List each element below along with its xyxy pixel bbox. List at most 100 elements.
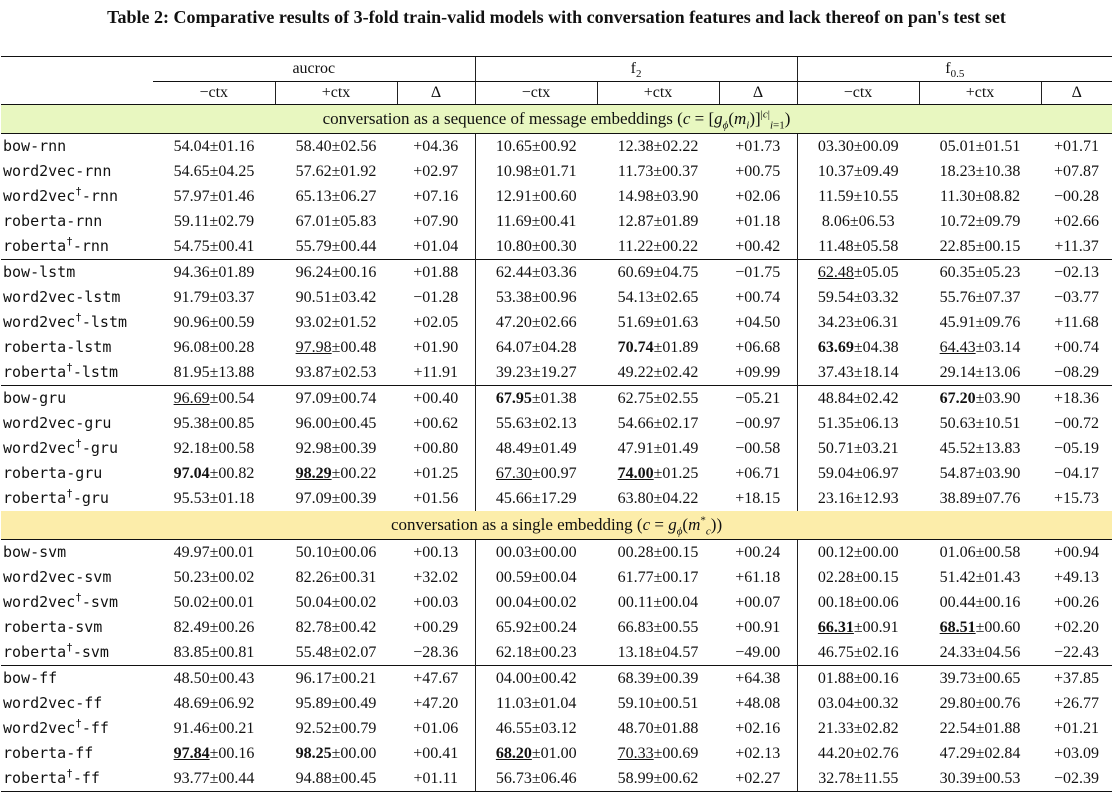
metric-cell: 54.75±00.41 [173, 238, 255, 255]
metric-cell: 82.49±00.26 [173, 619, 255, 636]
metric-cell: 11.03±01.04 [474, 691, 598, 716]
metric-cell: −22.43 [1054, 644, 1100, 661]
metric-cell: 02.28±00.15 [796, 565, 920, 590]
sub-header-minus-ctx: −ctx [474, 81, 598, 105]
metric-cell: 95.89±00.49 [295, 695, 377, 712]
metric-cell: +02.06 [735, 188, 781, 205]
metric-cell: 50.23±00.02 [173, 569, 255, 586]
metric-cell: 50.10±00.06 [295, 544, 377, 561]
metric-cell: +00.07 [735, 594, 781, 611]
metric-cell: +00.29 [413, 619, 459, 636]
metric-cell: 82.26±00.31 [295, 569, 377, 586]
metric-cell: 32.78±11.55 [796, 766, 920, 792]
metric-cell: 01.88±00.16 [796, 665, 920, 691]
metric-cell: 22.85±00.15 [939, 238, 1021, 255]
metric-cell: 64.07±04.28 [474, 335, 598, 360]
metric-cell: +03.09 [1054, 745, 1100, 762]
metric-cell: 48.70±01.88 [617, 720, 699, 737]
metric-cell: 11.22±00.22 [617, 238, 699, 255]
metric-cell: 46.75±02.16 [796, 640, 920, 666]
table-row: roberta†-lstm 81.95±13.88 93.87±02.53 +11.9… [1, 360, 1112, 386]
metric-cell: +06.68 [735, 339, 781, 356]
metric-cell: −00.58 [735, 440, 781, 457]
section-band-row: conversation as a sequence of message em… [1, 104, 1113, 134]
sub-header-plus-ctx: +ctx [918, 81, 1042, 105]
metric-cell: 64.43±03.14 [939, 339, 1021, 356]
metric-cell: 00.03±00.00 [474, 539, 598, 565]
metric-cell: 60.35±05.23 [919, 259, 1042, 285]
table-row: word2vec†-lstm 90.96±00.59 93.02±01.52 +02.… [1, 310, 1112, 335]
metric-cell: 98.29±00.22 [295, 465, 377, 482]
metric-cell: +37.85 [1041, 665, 1113, 691]
metric-cell: 21.33±02.82 [796, 716, 920, 741]
metric-cell: 92.18±00.58 [173, 440, 255, 457]
metric-cell: 98.25±00.00 [295, 745, 377, 762]
metric-cell: 96.08±00.28 [173, 339, 255, 356]
table-row: roberta†-ff 93.77±00.44 94.88±00.45 +01.11 5… [1, 766, 1113, 792]
metric-cell: 74.00±01.25 [617, 465, 699, 482]
metric-cell: −00.28 [1054, 188, 1100, 205]
metric-cell: −02.13 [1041, 259, 1113, 285]
metric-cell: +01.90 [413, 339, 459, 356]
metric-cell: −49.00 [735, 644, 781, 661]
metric-cell: −01.28 [413, 289, 459, 306]
metric-cell: 50.02±00.01 [173, 594, 255, 611]
metric-cell: +01.88 [397, 259, 476, 285]
metric-cell: +47.67 [397, 665, 476, 691]
metric-cell: 67.01±05.83 [295, 213, 377, 230]
metric-cell: +00.42 [735, 238, 781, 255]
metric-cell: 11.69±00.41 [474, 209, 598, 234]
metric-cell: 47.20±02.66 [474, 310, 598, 335]
metric-cell: +64.38 [719, 665, 798, 691]
group-header-row: aucroc f2 f0.5 [1, 56, 1113, 82]
metric-cell: +01.73 [735, 138, 781, 155]
metric-cell: 57.97±01.46 [173, 188, 255, 205]
metric-cell: 97.98±00.48 [295, 339, 377, 356]
metric-cell: 54.87±03.90 [939, 465, 1021, 482]
metric-cell: 03.30±00.09 [796, 133, 920, 159]
metric-cell: 91.46±00.21 [173, 720, 255, 737]
metric-cell: +00.94 [1054, 544, 1100, 561]
metric-cell: −05.21 [719, 385, 798, 411]
table-row: roberta†-gru 95.53±01.18 97.09±00.39 +01.56… [1, 486, 1112, 511]
table-row: word2vec-gru 95.38±00.85 96.00±00.45 +00.62… [1, 411, 1112, 436]
metric-cell: 94.36±01.89 [153, 259, 275, 285]
metric-cell: 29.80±00.76 [939, 695, 1021, 712]
metric-cell: 96.17±00.21 [275, 665, 397, 691]
metric-cell: 49.22±02.42 [617, 364, 699, 381]
metric-cell: 39.23±19.27 [474, 360, 598, 386]
section-band-label: conversation as a single embedding (c = … [1, 511, 1113, 540]
metric-cell: 10.65±00.92 [474, 133, 598, 159]
table-row: word2vec†-ff 91.46±00.21 92.52±00.79 +01.06… [1, 716, 1112, 741]
metric-cell: +01.21 [1054, 720, 1100, 737]
metric-cell: 67.20±03.90 [919, 385, 1042, 411]
group-header-f05: f0.5 [796, 56, 1113, 82]
metric-cell: 48.69±06.92 [173, 695, 255, 712]
metric-cell: +01.04 [413, 238, 459, 255]
table-row: word2vec-lstm 91.79±03.37 90.51±03.42 −01.2… [1, 285, 1112, 310]
model-name: word2vec†-rnn [3, 185, 118, 205]
metric-cell: 65.13±06.27 [295, 188, 377, 205]
sub-header-plus-ctx: +ctx [596, 81, 720, 105]
metric-cell: +00.26 [1054, 594, 1100, 611]
metric-cell: 70.33±00.69 [617, 745, 699, 762]
metric-cell: 24.33±04.56 [939, 644, 1021, 661]
metric-cell: 70.74±01.89 [617, 339, 699, 356]
metric-cell: 91.79±03.37 [173, 289, 255, 306]
metric-cell: 62.44±03.36 [474, 259, 598, 285]
metric-cell: 92.98±00.39 [295, 440, 377, 457]
metric-cell: 11.73±00.37 [617, 163, 699, 180]
model-name: word2vec†-svm [3, 591, 118, 611]
metric-cell: 48.49±01.49 [474, 436, 598, 461]
table-row: word2vec-svm 50.23±00.02 82.26±00.31 +32.02… [1, 565, 1112, 590]
metric-cell: 10.80±00.30 [474, 234, 598, 260]
metric-cell: +00.91 [735, 619, 781, 636]
model-name: bow-svm [3, 543, 67, 561]
model-name: roberta†-svm [3, 641, 109, 661]
table-row: roberta-ff 97.84±00.16 98.25±00.00 +00.41 68… [1, 741, 1112, 766]
group-header-f2: f2 [474, 56, 798, 82]
metric-cell: −01.75 [719, 259, 798, 285]
metric-cell: 34.23±06.31 [796, 310, 920, 335]
metric-cell: 22.54±01.88 [939, 720, 1021, 737]
metric-cell: 96.69±00.54 [153, 385, 275, 411]
